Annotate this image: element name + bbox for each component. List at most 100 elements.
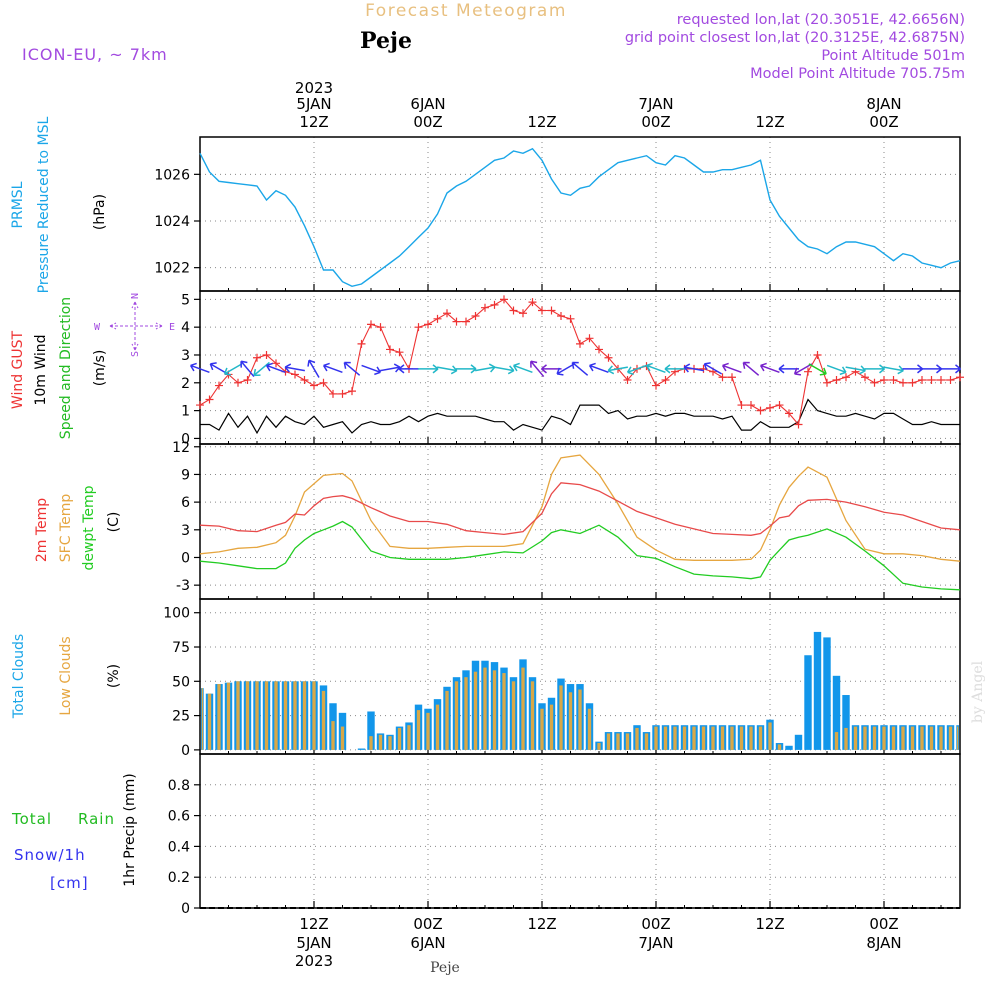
wind-label-gust: Wind GUST	[10, 330, 26, 409]
gust-marker	[443, 309, 451, 318]
y-tick-label: 50	[172, 674, 190, 690]
wind-direction-arrow	[189, 362, 210, 374]
gust-marker	[338, 389, 347, 398]
time-label-top: 00Z	[413, 113, 442, 131]
wind-direction-arrow	[759, 362, 780, 374]
temp-label-sfc: SFC Temp	[58, 494, 74, 563]
gust-marker	[291, 370, 299, 379]
compass-e: E	[169, 322, 175, 333]
low-cloud-bar	[834, 732, 839, 750]
low-cloud-bar	[236, 681, 240, 750]
cloud-label-low: Low Clouds	[58, 636, 74, 715]
low-cloud-bar	[274, 681, 278, 750]
low-cloud-bar	[521, 667, 525, 750]
wind-direction-arrow	[571, 361, 589, 376]
precip-labels: Total Rain Snow/1h [cm] 1hr Precip (mm)	[11, 773, 138, 892]
low-cloud-bar	[378, 734, 383, 750]
pressure-label-msl: Pressure Reduced to MSL	[36, 116, 52, 293]
low-cloud-bar	[606, 733, 611, 750]
temp-label-2m: 2m Temp	[34, 498, 50, 562]
low-cloud-bar	[511, 681, 516, 750]
y-tick-label: 1026	[154, 167, 190, 183]
total-cloud-bar	[832, 675, 841, 750]
wind-direction-arrow	[902, 364, 923, 374]
low-cloud-bar	[407, 725, 411, 750]
gust-marker	[937, 376, 945, 385]
gust-marker	[528, 298, 537, 307]
wind-direction-arrow	[845, 365, 866, 375]
panel-precipitation: 0 0.2 0.4 0.6 0.8	[168, 753, 961, 917]
panel-temperature: -3 0 3 6 9 12	[172, 440, 961, 600]
low-cloud-bar	[255, 681, 259, 750]
low-cloud-bar	[473, 671, 478, 750]
total-cloud-bar	[823, 637, 831, 750]
wind-direction-arrow	[826, 364, 847, 376]
precip-unit: 1hr Precip (mm)	[122, 773, 138, 886]
y-tick-label: 1024	[154, 214, 190, 230]
low-cloud-bar	[416, 710, 421, 750]
wind-direction-arrow	[343, 361, 361, 376]
gust-marker	[908, 378, 917, 387]
time-label-bottom: 12Z	[755, 915, 784, 933]
low-cloud-bar	[445, 690, 449, 750]
time-label-top: 12Z	[755, 113, 784, 131]
location-title: Peje	[360, 28, 412, 54]
wind-direction-arrow	[398, 364, 419, 374]
y-tick-label: 0.8	[168, 778, 190, 794]
time-label-bottom: 2023	[295, 952, 333, 970]
gust-marker	[462, 317, 470, 326]
wind-direction-arrow	[883, 365, 904, 375]
total-cloud-bar	[794, 734, 803, 750]
low-cloud-bar	[540, 708, 544, 750]
y-tick-label: 9	[181, 467, 190, 483]
wind-direction-arrow	[645, 362, 666, 374]
total-cloud-bar	[785, 745, 793, 750]
wind-speed-line	[200, 398, 960, 435]
panel-pressure: 1022 1024 1026	[154, 136, 961, 292]
gust-marker	[585, 334, 594, 343]
wind-direction-arrow	[556, 363, 575, 376]
y-tick-label: 5	[181, 292, 190, 308]
gust-marker	[414, 323, 423, 332]
low-cloud-bar	[654, 726, 658, 750]
y-tick-label: 0	[181, 550, 190, 566]
gust-marker	[319, 378, 328, 387]
low-cloud-bar	[929, 726, 934, 750]
wind-direction-arrow	[541, 364, 562, 374]
gust-marker	[395, 348, 404, 357]
wind-direction-arrow	[475, 363, 496, 373]
wind-direction-arrow	[742, 361, 760, 376]
low-cloud-bar	[283, 681, 288, 750]
low-cloud-bar	[502, 673, 506, 750]
pressure-labels: PRMSL Pressure Reduced to MSL (hPa)	[10, 116, 108, 293]
gust-marker	[946, 376, 955, 385]
gust-marker	[205, 395, 214, 404]
low-cloud-bar	[739, 726, 744, 750]
gust-marker	[785, 409, 793, 418]
low-cloud-bar	[749, 726, 753, 750]
footer-location: Peje	[430, 960, 460, 976]
gust-marker	[823, 378, 831, 387]
pressure-line	[199, 147, 961, 288]
gust-marker	[253, 353, 261, 362]
low-cloud-bar	[464, 677, 468, 750]
y-tick-label: 0.4	[168, 839, 190, 855]
gust-marker	[747, 401, 755, 410]
low-cloud-bar	[312, 681, 316, 750]
y-tick-label: 0	[181, 901, 190, 917]
gust-marker	[196, 401, 204, 410]
gust-marker	[234, 378, 242, 387]
gust-marker	[215, 381, 223, 390]
wind-direction-arrow	[307, 359, 320, 378]
low-cloud-bar	[758, 726, 763, 750]
time-label-bottom: 00Z	[641, 915, 670, 933]
wind-label-speed-dir: Speed and Direction	[58, 297, 74, 439]
dewpoint-line	[199, 520, 961, 591]
gust-marker	[329, 389, 337, 398]
y-tick-label: 0	[181, 743, 190, 759]
time-label-top: 2023	[295, 79, 333, 97]
gust-marker	[756, 406, 765, 415]
gust-marker	[861, 373, 869, 382]
